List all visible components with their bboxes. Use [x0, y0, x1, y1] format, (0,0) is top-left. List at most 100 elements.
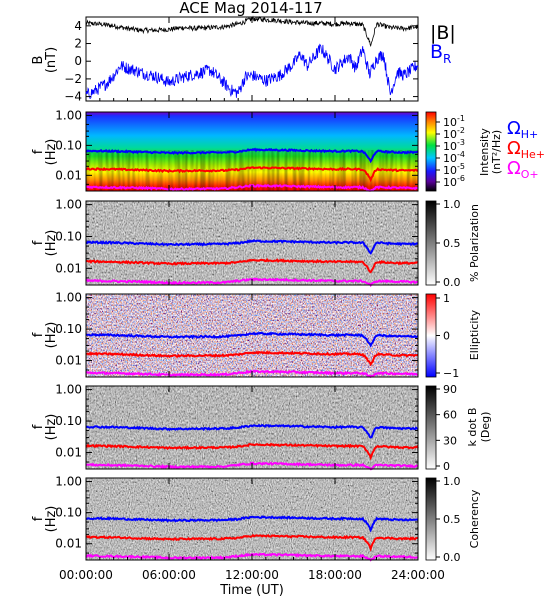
- kdotb-colorbar-label: k dot B: [466, 408, 479, 447]
- freq-tick-label: 0.10: [55, 322, 82, 336]
- panel-ellipticity-yticks: 1.00 0.10 0.01: [55, 291, 418, 371]
- x-axis: 00:00:00 06:00:00 12:00:00 18:00:00 24:00:00: [59, 17, 445, 582]
- colorbar-tick-exponent: -6: [457, 174, 465, 183]
- colorbar-tick-exponent: -5: [457, 162, 465, 171]
- panel-ellipticity: 1.00 0.10 0.01 f (Hz) 1 0 −1 Ellipticity: [31, 291, 481, 380]
- cyclotron-line-h: [85, 238, 419, 255]
- intensity-yunit: (Hz): [44, 139, 59, 166]
- x-tick-label: 06:00:00: [142, 568, 196, 582]
- freq-tick-label: 0.01: [55, 261, 82, 275]
- freq-tick-label: 0.10: [55, 138, 82, 152]
- colorbar-tick-label: 1: [443, 292, 450, 305]
- freq-tick-label: 0.01: [55, 446, 82, 460]
- coherency-colorbar-label: Coherency: [468, 489, 481, 548]
- colorbar-tick-label: 0.0: [443, 276, 461, 289]
- panel-b-field: 420−2−4 B (nT) |B| BR: [31, 15, 456, 104]
- freq-tick-label: 0.01: [55, 537, 82, 551]
- colorbar-tick-mantissa: 10: [443, 140, 457, 153]
- b-ytick-label: 4: [74, 19, 82, 33]
- colorbar-tick-label: 90: [443, 383, 457, 396]
- coherency-yunit: (Hz): [44, 506, 59, 533]
- colorbar-tick-exponent: -1: [457, 114, 465, 123]
- coherency-colorbar: [425, 477, 437, 561]
- legend-radial-b: BR: [430, 41, 451, 66]
- cyclotron-line-he: [85, 166, 419, 183]
- ellipticity-ylabel: f: [31, 332, 46, 337]
- x-tick-label: 18:00:00: [308, 568, 362, 582]
- x-axis-label: Time (UT): [219, 583, 284, 598]
- colorbar-tick-mantissa: 10: [443, 164, 457, 177]
- intensity-ylabel: f: [31, 149, 46, 154]
- b-ytick-label: 2: [74, 37, 82, 51]
- colorbar-tick-label: 1.0: [443, 475, 461, 488]
- legend-total-b: |B|: [430, 22, 456, 44]
- panel-kdotb-yticks: 1.00 0.10 0.01: [55, 383, 418, 463]
- colorbar-tick-mantissa: 10: [443, 116, 457, 129]
- colorbar-tick-label: 10-4: [443, 150, 465, 165]
- cyclotron-line-he: [85, 533, 419, 552]
- panel-b-ylabel: B: [31, 56, 46, 65]
- colorbar-tick-label: 0: [443, 330, 450, 343]
- ellipticity-colorbar: [425, 293, 437, 378]
- kdotb-colorbar-ticks: 90 60 30 0: [436, 383, 457, 473]
- kdotb-colorbar: [425, 385, 437, 470]
- cyclotron-legend-sub: O+: [521, 168, 539, 181]
- series-line-b-radial: [85, 43, 419, 99]
- colorbar-tick-label: −1: [443, 367, 459, 380]
- panel-b-frame: [85, 16, 419, 102]
- kdotb-yunit: (Hz): [44, 414, 59, 441]
- freq-tick-label: 0.10: [55, 229, 82, 243]
- freq-tick-label: 1.00: [55, 475, 82, 489]
- x-tick-label: 24:00:00: [391, 568, 445, 582]
- colorbar-tick-exponent: -3: [457, 138, 465, 147]
- panel-kdotb: 1.00 0.10 0.01 f (Hz) 90 60 30 0 k dot B (Deg…: [31, 383, 492, 473]
- freq-tick-label: 0.01: [55, 168, 82, 182]
- colorbar-tick-label: 0: [443, 460, 450, 473]
- b-ytick-label: −2: [64, 72, 82, 86]
- kdotb-colorbar-unit: (Deg): [479, 412, 492, 443]
- panel-polarization: 1.00 0.10 0.01 f (Hz) 1.0 0.5 0.0 % Polariza…: [31, 198, 481, 289]
- colorbar-tick-mantissa: 10: [443, 152, 457, 165]
- colorbar-tick-mantissa: 10: [443, 128, 457, 141]
- chart-title: ACE Mag 2014-117: [179, 0, 322, 17]
- cyclotron-line-he: [85, 442, 419, 461]
- cyclotron-line-h: [85, 515, 419, 533]
- b-ytick-label: 0: [74, 54, 82, 68]
- panel-intensity-yticks: 1.00 0.10 0.01: [55, 108, 418, 185]
- polarization-ylabel: f: [31, 240, 46, 245]
- cyclotron-line-h: [85, 423, 419, 439]
- polarization-yunit: (Hz): [44, 230, 59, 257]
- freq-tick-label: 1.00: [55, 198, 82, 212]
- b-ytick-label: −4: [64, 90, 82, 104]
- legend-radial-b-sub: R: [443, 52, 451, 66]
- intensity-colorbar: [425, 111, 437, 192]
- ellipticity-colorbar-ticks: 1 0 −1: [436, 292, 459, 380]
- freq-tick-label: 1.00: [55, 291, 82, 305]
- panel-b-yticks: 4 2 0 −2 −4: [64, 19, 418, 104]
- cyclotron-legend-entry: ΩHe+: [507, 138, 545, 161]
- cyclotron-legend-sub: H+: [521, 128, 539, 141]
- colorbar-tick-label: 10-6: [443, 174, 465, 189]
- x-tick-label: 00:00:00: [59, 568, 113, 582]
- colorbar-tick-label: 10-2: [443, 126, 465, 141]
- freq-tick-label: 0.10: [55, 506, 82, 520]
- colorbar-tick-label: 0.5: [443, 237, 461, 250]
- colorbar-tick-label: 1.0: [443, 198, 461, 211]
- ellipticity-yunit: (Hz): [44, 322, 59, 349]
- freq-tick-label: 0.10: [55, 414, 82, 428]
- intensity-colorbar-label: Intensity: [478, 128, 491, 176]
- colorbar-tick-label: 0.5: [443, 513, 461, 526]
- freq-tick-label: 0.01: [55, 354, 82, 368]
- cyclotron-legend: ΩH+ΩHe+ΩO+: [507, 118, 545, 181]
- panel-coherency: 1.00 0.10 0.01 f (Hz) 1.0 0.5 0.0 Coherency: [31, 475, 481, 564]
- cyclotron-legend-symbol: Ω: [507, 118, 521, 139]
- polarization-colorbar: [425, 200, 437, 286]
- freq-tick-label: 1.00: [55, 108, 82, 122]
- polarization-colorbar-label: % Polarization: [468, 204, 481, 282]
- panel-coherency-yticks: 1.00 0.10 0.01: [55, 475, 418, 554]
- freq-tick-label: 1.00: [55, 383, 82, 397]
- colorbar-tick-mantissa: 10: [443, 176, 457, 189]
- cyclotron-line-he: [85, 350, 419, 367]
- polarization-colorbar-ticks: 1.0 0.5 0.0: [436, 198, 461, 289]
- cyclotron-line-h: [85, 147, 419, 164]
